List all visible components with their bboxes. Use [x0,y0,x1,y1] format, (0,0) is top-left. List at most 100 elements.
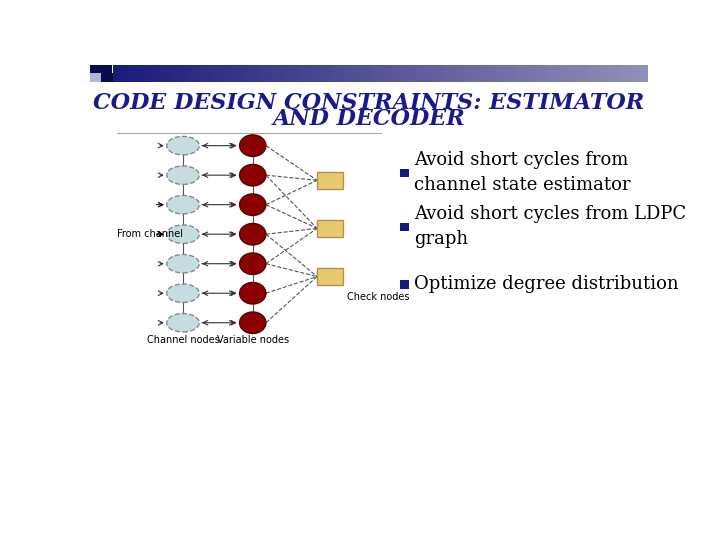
Bar [431,65,435,82]
Bar [289,65,293,82]
Bar [191,65,194,82]
Bar [522,65,526,82]
Bar [464,65,467,82]
Bar [472,65,475,82]
Bar [135,65,138,82]
Bar [356,65,360,82]
Bar [169,65,173,82]
Bar [359,65,363,82]
Bar [405,65,408,82]
FancyBboxPatch shape [317,172,343,189]
Bar [158,65,162,82]
Bar [247,65,251,82]
Bar [341,65,344,82]
Bar [239,65,243,82]
Bar [592,65,595,82]
Ellipse shape [240,312,266,334]
Bar [282,65,285,82]
Bar [573,65,577,82]
Bar [549,65,552,82]
Text: AND DECODER: AND DECODER [273,107,465,130]
Bar [364,65,368,82]
Bar [311,65,315,82]
Bar [225,65,229,82]
Bar [153,65,157,82]
Bar [343,65,346,82]
Bar [603,65,606,82]
Bar [415,65,419,82]
Bar [482,65,486,82]
Bar [400,168,408,177]
Text: Avoid short cycles from LDPC
graph: Avoid short cycles from LDPC graph [414,205,686,248]
Bar [562,65,566,82]
Bar [578,65,582,82]
Bar [295,65,299,82]
Bar [597,65,600,82]
Bar [351,65,355,82]
Bar [632,65,636,82]
Bar [584,65,588,82]
Bar [501,65,505,82]
Bar [220,65,224,82]
Bar [132,65,135,82]
Bar [167,65,170,82]
Bar [445,65,449,82]
Bar [90,65,112,82]
Bar [568,65,571,82]
Bar [544,65,547,82]
Ellipse shape [240,224,266,245]
Bar [466,65,469,82]
Bar [113,65,117,82]
Bar [640,65,644,82]
Bar [121,65,125,82]
Bar [124,65,127,82]
Bar [330,65,333,82]
Bar [517,65,521,82]
Bar [394,65,397,82]
Bar [458,65,462,82]
Bar [450,65,454,82]
Bar [231,65,234,82]
Bar [392,65,395,82]
Bar [528,65,531,82]
Bar [565,65,569,82]
Text: From channel: From channel [117,229,183,239]
Bar [199,65,202,82]
Bar [447,65,451,82]
Bar [629,65,633,82]
Bar [426,65,430,82]
Bar [490,65,494,82]
Bar [194,65,197,82]
Bar [228,65,232,82]
Bar [514,65,518,82]
Bar [643,65,646,82]
Bar [322,65,325,82]
Bar [442,65,446,82]
Text: Channel nodes: Channel nodes [147,335,220,345]
Bar [233,65,237,82]
Bar [525,65,528,82]
Bar [266,65,269,82]
Bar [298,65,301,82]
Bar [274,65,277,82]
Ellipse shape [240,135,266,157]
Bar [503,65,507,82]
Bar [581,65,585,82]
Bar [261,65,264,82]
Bar [487,65,491,82]
Bar [215,65,218,82]
Bar [346,65,349,82]
Bar [244,65,248,82]
Bar [437,65,440,82]
Bar [287,65,290,82]
Bar [303,65,307,82]
Bar [116,65,120,82]
Bar [292,65,296,82]
Bar [533,65,536,82]
Bar [439,65,443,82]
Text: Avoid short cycles from
channel state estimator: Avoid short cycles from channel state es… [414,151,631,194]
Bar [618,65,622,82]
Bar [495,65,499,82]
Bar [410,65,413,82]
Ellipse shape [240,194,266,215]
